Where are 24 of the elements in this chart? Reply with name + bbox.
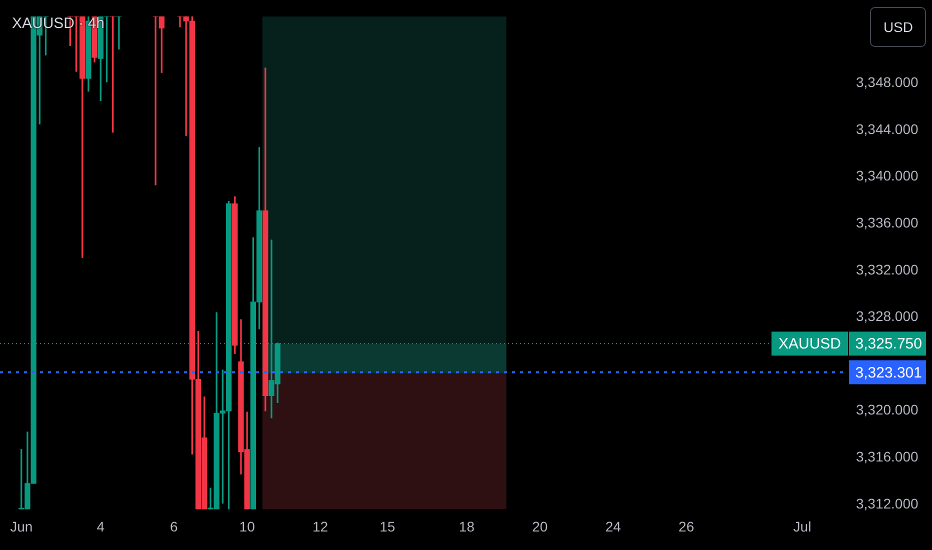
- y-tick-label: 3,320.000: [856, 402, 918, 418]
- text: USD: [870, 7, 926, 47]
- y-tick-label: 3,344.000: [856, 120, 918, 137]
- x-tick-label: 15: [380, 518, 396, 534]
- y-tick-label: 3,340.000: [856, 168, 918, 184]
- y-tick-label: 3,332.000: [856, 261, 918, 278]
- x-tick-label: 20: [532, 518, 548, 534]
- y-tick-label: 3,348.000: [856, 74, 918, 90]
- ref-line-label: 3,325.750: [855, 336, 922, 353]
- annotation: XAUUSD: [778, 336, 842, 353]
- x-tick-label: 4: [96, 518, 105, 534]
- x-tick-label: Jun: [10, 518, 33, 534]
- x-tick-label: 26: [678, 518, 694, 534]
- x-tick-label: 10: [239, 518, 256, 534]
- y-tick-label: 3,316.000: [856, 448, 918, 465]
- ref-line-label: 3,323.301: [855, 364, 922, 382]
- y-tick-label: 3,312.000: [856, 495, 918, 512]
- x-tick-label: 18: [458, 518, 475, 534]
- y-tick-label: 3,336.000: [856, 214, 918, 230]
- x-tick-label: 6: [170, 518, 178, 534]
- y-tick-label: 3,328.000: [856, 308, 918, 324]
- x-tick-label: Jul: [793, 518, 812, 534]
- x-tick-label: 12: [312, 518, 328, 534]
- x-tick-label: 24: [605, 518, 622, 534]
